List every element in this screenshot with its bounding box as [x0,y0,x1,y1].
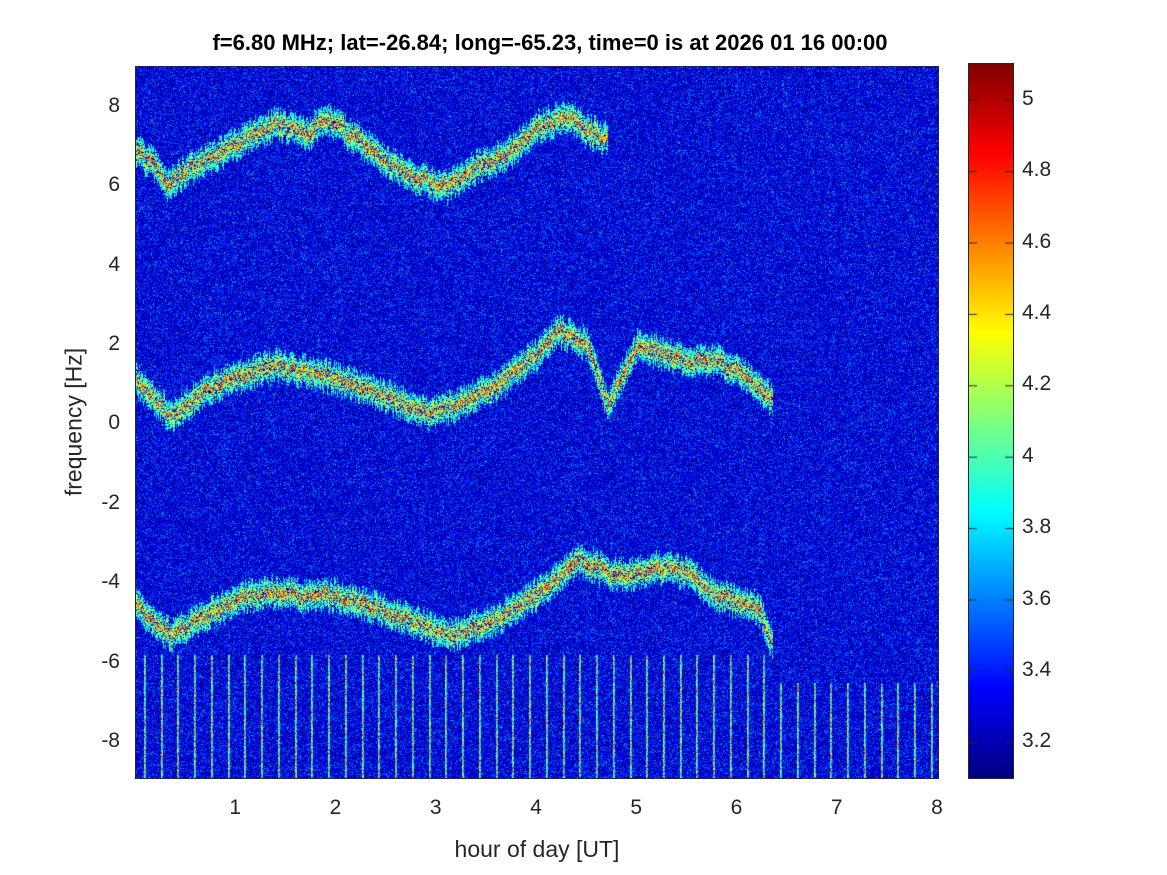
colorbar-tick-label: 4.4 [1022,300,1052,324]
y-tick-label: -6 [101,649,120,673]
x-tick-label: 7 [830,796,843,819]
y-tick-label: 6 [108,173,120,197]
colorbar-tick-label: 4.8 [1022,158,1052,182]
y-tick-label: 4 [108,252,120,276]
x-tick-label: 5 [630,796,643,819]
colorbar-tick-label: 5 [1022,86,1034,110]
x-tick-label: 8 [931,796,943,819]
x-tick-label: 2 [329,796,342,819]
colorbar-tick-label: 4 [1022,443,1034,467]
chart-title: f=6.80 MHz; lat=-26.84; long=-65.23, tim… [212,30,888,55]
colorbar-tick-label: 4.6 [1022,229,1052,253]
x-tick-label: 1 [229,796,242,819]
y-tick-label: 8 [108,93,120,117]
x-tick-label: 3 [429,796,442,819]
y-tick-label: 0 [108,411,120,435]
x-tick-label: 6 [730,796,743,819]
x-axis-label: hour of day [UT] [454,836,620,862]
colorbar-tick-label: 4.2 [1022,372,1052,396]
y-tick-label: -4 [101,570,120,594]
colorbar-tick-label: 3.2 [1022,729,1052,753]
spectrogram-plot [135,66,939,779]
y-tick-label: -8 [101,729,120,753]
colorbar-tick-label: 3.4 [1022,657,1052,681]
colorbar-tick-label: 3.6 [1022,586,1052,610]
y-tick-label: 2 [108,332,120,356]
y-tick-label: -2 [101,490,120,514]
x-tick-label: 4 [530,796,542,819]
colorbar [968,63,1014,779]
colorbar-tick-label: 3.8 [1022,515,1052,539]
